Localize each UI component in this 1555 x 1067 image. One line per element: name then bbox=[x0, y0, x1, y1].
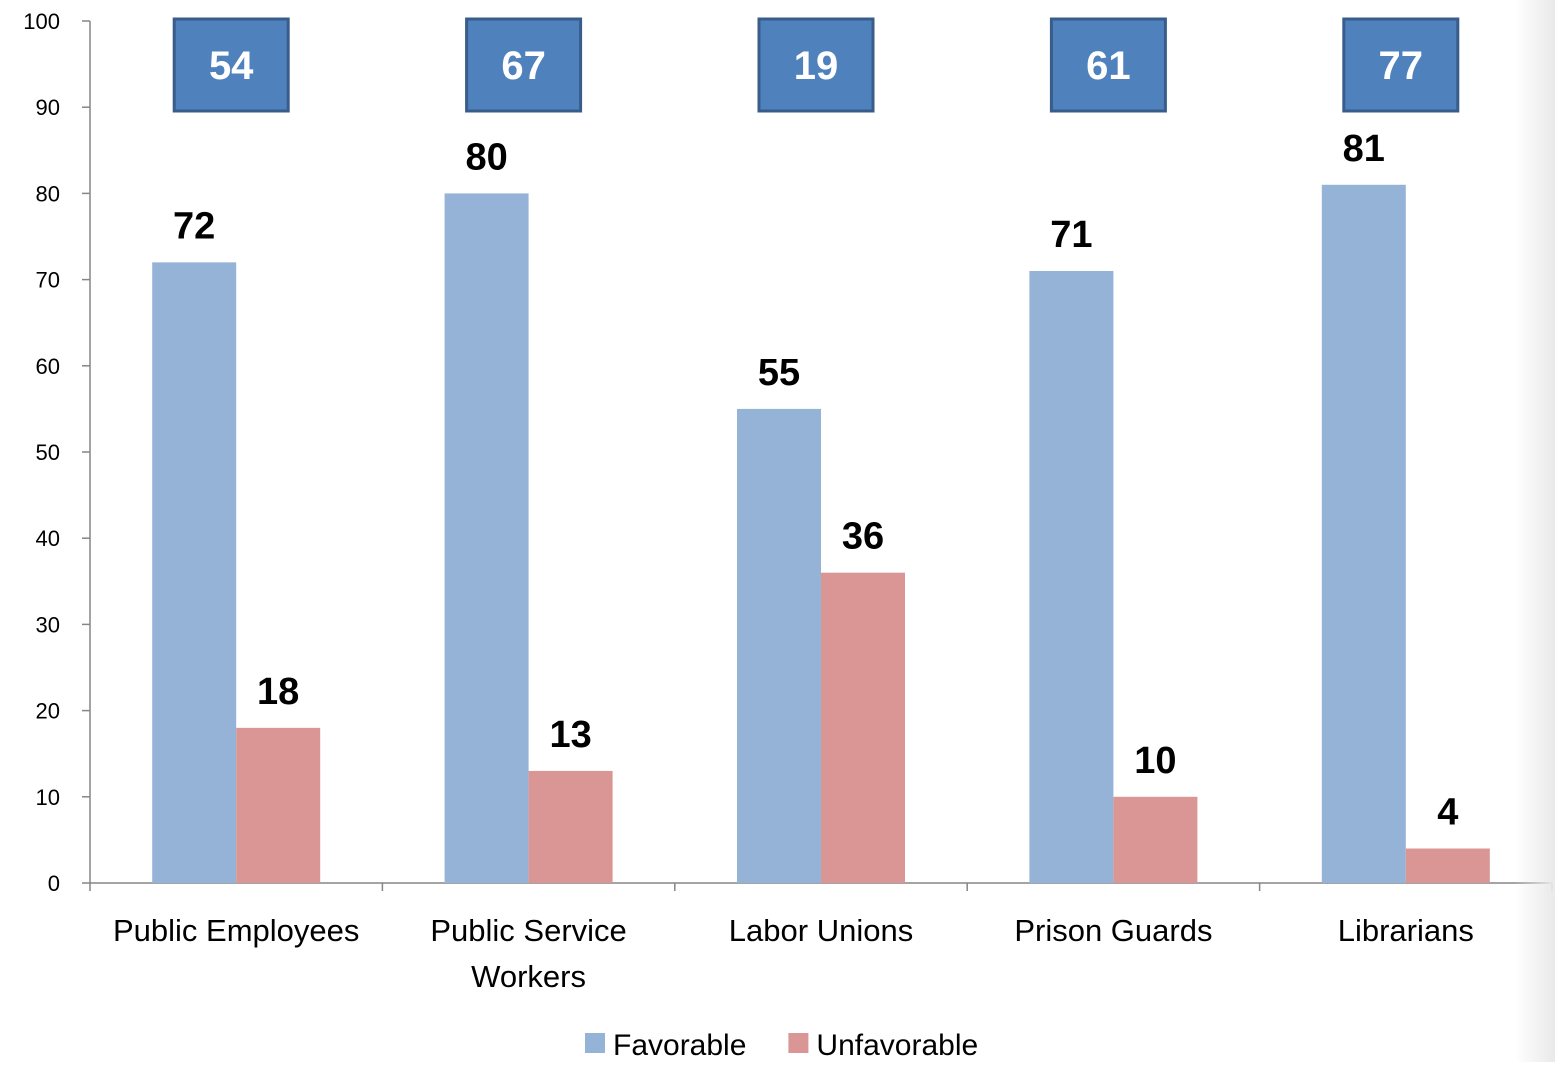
y-tick-label: 90 bbox=[36, 95, 60, 120]
bar-favorable bbox=[444, 193, 529, 883]
data-label: 18 bbox=[257, 671, 299, 713]
y-axis: 0 10 20 30 40 50 60 70 80 90 100 bbox=[23, 9, 91, 896]
net-badge bbox=[1342, 17, 1460, 113]
y-tick-label: 30 bbox=[36, 612, 60, 637]
bar-unfavorable bbox=[1405, 848, 1490, 883]
y-tick-label: 10 bbox=[36, 785, 60, 810]
bars bbox=[152, 184, 1490, 884]
legend: Favorable Unfavorable bbox=[585, 1029, 978, 1062]
data-label: 36 bbox=[842, 516, 884, 558]
net-badge-value: 19 bbox=[794, 44, 839, 88]
net-badge-value: 54 bbox=[209, 44, 254, 88]
y-tick-label: 50 bbox=[36, 440, 60, 465]
legend-swatch bbox=[585, 1033, 605, 1053]
data-label: 80 bbox=[465, 136, 507, 178]
y-tick-label: 70 bbox=[36, 268, 60, 293]
net-badge-value: 67 bbox=[501, 44, 546, 88]
net-badge-value: 61 bbox=[1086, 44, 1131, 88]
net-badge bbox=[172, 17, 290, 113]
data-label: 81 bbox=[1343, 128, 1385, 170]
category-label: Public Service bbox=[430, 913, 626, 948]
y-tick-label: 80 bbox=[36, 181, 60, 206]
net-badge bbox=[757, 17, 875, 113]
bar-favorable bbox=[737, 408, 821, 883]
bar-favorable bbox=[1321, 184, 1406, 883]
net-badge bbox=[1049, 17, 1167, 113]
bar-favorable bbox=[152, 262, 237, 883]
net-badge bbox=[465, 17, 583, 113]
bar-unfavorable bbox=[1113, 796, 1198, 883]
category-label: Labor Unions bbox=[729, 913, 913, 948]
legend-label: Unfavorable bbox=[816, 1029, 978, 1062]
bar-favorable bbox=[1029, 270, 1114, 884]
net-badge-value: 77 bbox=[1379, 44, 1424, 88]
category-label: Workers bbox=[471, 959, 586, 994]
bar-unfavorable bbox=[236, 727, 321, 883]
y-tick-label: 40 bbox=[36, 526, 60, 551]
data-label: 71 bbox=[1050, 214, 1092, 256]
category-label: Public Employees bbox=[113, 913, 359, 948]
y-tick-label: 0 bbox=[48, 871, 60, 896]
value-labels: 72 80 55 71 81 18 13 36 10 4 bbox=[173, 128, 1458, 834]
data-label: 10 bbox=[1134, 740, 1176, 782]
data-label: 72 bbox=[173, 205, 215, 247]
data-label: 13 bbox=[549, 714, 591, 756]
y-tick-label: 100 bbox=[23, 9, 60, 34]
y-tick-label: 20 bbox=[36, 699, 60, 724]
category-label: Prison Guards bbox=[1014, 913, 1212, 948]
category-label: Librarians bbox=[1338, 913, 1474, 948]
x-axis: Public Employees Public Service Workers Lab… bbox=[89, 882, 1553, 994]
bar-unfavorable bbox=[821, 572, 905, 883]
bar-unfavorable bbox=[528, 770, 613, 883]
net-badges: 54 67 19 61 77 bbox=[172, 17, 1460, 113]
data-label: 4 bbox=[1437, 792, 1458, 834]
y-tick-label: 60 bbox=[36, 354, 60, 379]
legend-label: Favorable bbox=[613, 1029, 746, 1062]
legend-swatch bbox=[788, 1033, 809, 1053]
data-label: 55 bbox=[758, 352, 800, 394]
